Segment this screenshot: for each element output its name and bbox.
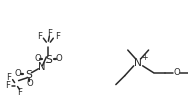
Text: N: N: [134, 58, 142, 68]
Text: N: N: [38, 62, 45, 72]
Text: F: F: [5, 81, 10, 90]
Text: F: F: [17, 88, 22, 97]
Text: F: F: [47, 29, 52, 38]
Text: O: O: [26, 79, 33, 88]
Text: S: S: [25, 70, 32, 80]
Text: O: O: [34, 54, 41, 63]
Text: −: −: [44, 58, 51, 67]
Text: O: O: [173, 68, 180, 77]
Text: F: F: [37, 32, 42, 41]
Text: F: F: [6, 73, 11, 82]
Text: F: F: [55, 32, 60, 41]
Text: O: O: [56, 54, 63, 63]
Text: +: +: [141, 53, 148, 62]
Text: O: O: [14, 69, 21, 78]
Text: S: S: [45, 55, 52, 65]
